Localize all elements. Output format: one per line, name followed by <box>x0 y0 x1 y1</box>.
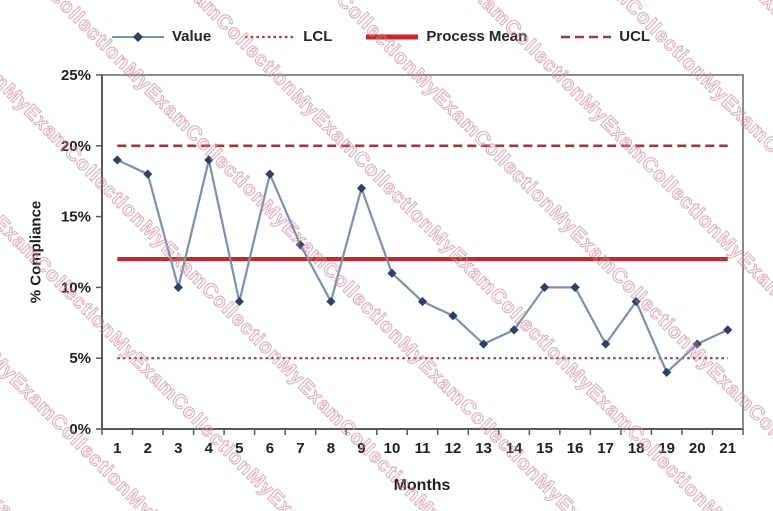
value-point <box>356 183 367 193</box>
y-tick-label: 10% <box>61 279 91 296</box>
value-line-swatch <box>112 31 164 42</box>
x-tick-label: 16 <box>567 440 584 457</box>
legend-item-lcl: LCL <box>245 28 332 45</box>
x-tick-label: 20 <box>689 440 706 457</box>
x-tick-label: 8 <box>327 440 335 457</box>
x-tick-label: 13 <box>475 440 492 457</box>
legend-label-ucl: UCL <box>619 28 651 45</box>
value-point <box>723 325 733 335</box>
y-tick-label: 5% <box>69 350 91 367</box>
x-tick-label: 11 <box>415 440 431 457</box>
process-mean-line-swatch <box>366 34 419 39</box>
value-point <box>295 240 306 250</box>
value-point <box>448 311 458 321</box>
value-point <box>601 339 611 349</box>
value-point <box>234 296 244 307</box>
x-tick-label: 19 <box>658 440 675 457</box>
x-tick-label: 6 <box>266 440 274 457</box>
x-tick-label: 5 <box>235 440 243 457</box>
value-point <box>387 268 397 278</box>
value-point <box>478 339 489 349</box>
y-tick-label: 15% <box>61 209 91 226</box>
diamond-marker-icon <box>133 31 143 42</box>
x-tick-label: 1 <box>113 440 121 457</box>
x-axis-title: Months <box>393 477 451 494</box>
x-tick-label: 17 <box>597 440 614 457</box>
value-point <box>570 282 580 292</box>
value-line <box>116 158 729 374</box>
x-tick-label: 14 <box>506 440 523 457</box>
x-tick-label: 7 <box>296 440 304 457</box>
lcl-line-swatch <box>245 35 296 38</box>
x-tick-label: 4 <box>205 440 214 457</box>
legend-label-value: Value <box>172 28 212 45</box>
value-point <box>692 339 702 349</box>
plot-border <box>101 74 744 430</box>
legend-item-ucl: UCL <box>561 28 650 45</box>
value-point <box>631 296 641 307</box>
y-tick-label: 20% <box>61 138 91 155</box>
legend: Value LCL Process Mean UCL <box>112 28 650 45</box>
value-point <box>539 282 550 292</box>
x-tick-label: 21 <box>719 440 736 457</box>
x-tick-label: 12 <box>445 440 462 457</box>
x-tick-label: 3 <box>174 440 182 457</box>
value-point <box>509 325 519 335</box>
legend-label-process-mean: Process Mean <box>426 28 528 45</box>
legend-item-process-mean: Process Mean <box>366 28 527 45</box>
value-point <box>173 282 183 292</box>
value-point <box>662 367 672 377</box>
legend-item-value: Value <box>112 28 211 45</box>
x-tick-label: 10 <box>384 440 401 457</box>
x-tick-label: 15 <box>536 440 553 457</box>
x-tick-label: 9 <box>357 440 365 457</box>
y-axis-title: % Compliance <box>27 200 45 304</box>
value-point <box>204 155 214 165</box>
value-point <box>326 296 336 307</box>
value-point <box>265 169 275 179</box>
value-point <box>112 155 122 165</box>
ucl-line-swatch <box>561 35 612 38</box>
y-tick-label: 0% <box>69 421 91 438</box>
value-point <box>417 296 428 307</box>
x-tick-label: 2 <box>144 440 152 457</box>
x-tick-label: 18 <box>628 440 645 457</box>
y-tick-label: 25% <box>61 67 91 84</box>
legend-label-lcl: LCL <box>303 28 333 45</box>
value-point <box>143 169 153 179</box>
